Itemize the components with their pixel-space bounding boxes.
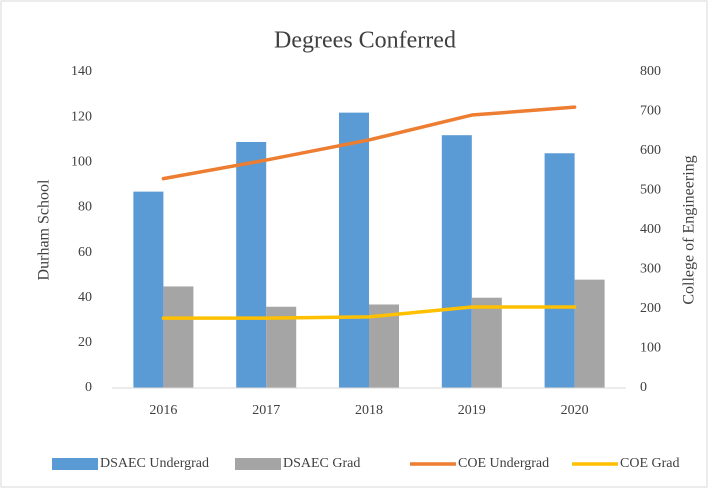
bar — [133, 191, 164, 388]
legend-label: DSAEC Grad — [283, 456, 360, 471]
x-tick-label: 2020 — [561, 403, 589, 418]
y2-tick-label: 0 — [640, 380, 647, 395]
y-tick-label: 100 — [71, 155, 92, 170]
y-tick-label: 40 — [78, 290, 92, 305]
x-tick-label: 2017 — [252, 403, 280, 418]
bar — [236, 141, 267, 388]
y-tick-label: 60 — [78, 245, 92, 260]
legend-label: COE Grad — [620, 456, 680, 471]
bar — [163, 286, 194, 388]
line-series — [161, 105, 577, 181]
legend-swatch — [235, 458, 281, 470]
line-series — [161, 305, 577, 320]
legend-swatch — [52, 458, 98, 470]
bar — [339, 112, 369, 388]
y2-tick-label: 400 — [640, 222, 661, 237]
y-tick-label: 20 — [78, 335, 92, 350]
x-tick-label: 2018 — [355, 403, 383, 418]
legend-label: COE Undergrad — [458, 456, 549, 471]
y2-tick-label: 100 — [640, 341, 661, 356]
y2-tick-label: 200 — [640, 301, 661, 316]
bar — [369, 304, 399, 388]
y2-tick-label: 800 — [640, 64, 661, 79]
bar — [441, 135, 472, 388]
y-tick-label: 140 — [71, 64, 92, 79]
bar — [266, 306, 297, 388]
legend-label: DSAEC Undergrad — [100, 456, 209, 471]
bar — [544, 153, 575, 388]
y-tick-label: 120 — [71, 109, 92, 124]
y2-tick-label: 700 — [640, 104, 661, 119]
y-tick-label: 80 — [78, 200, 92, 215]
y-tick-label: 0 — [85, 380, 92, 395]
y2-tick-label: 500 — [640, 183, 661, 198]
y2-axis-title: College of Engineering — [681, 155, 698, 304]
bar — [574, 279, 605, 388]
y2-tick-label: 300 — [640, 262, 661, 277]
y2-tick-label: 600 — [640, 143, 661, 158]
x-tick-label: 2019 — [458, 403, 486, 418]
bar — [471, 297, 502, 388]
y-axis-title: Durham School — [36, 179, 53, 280]
x-tick-label: 2016 — [149, 403, 177, 418]
chart-title: Degrees Conferred — [274, 28, 456, 54]
